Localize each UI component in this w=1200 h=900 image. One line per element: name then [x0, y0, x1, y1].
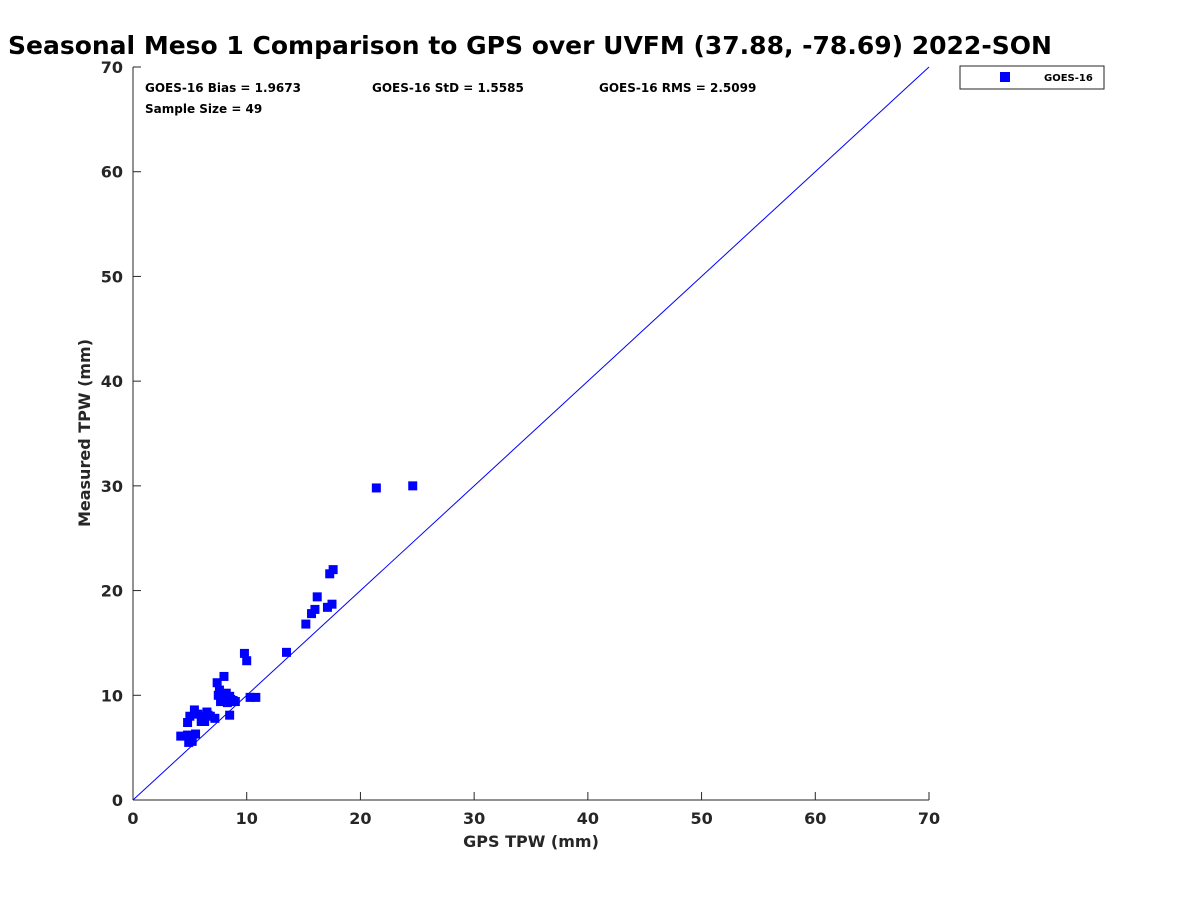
- y-tick-label: 50: [101, 267, 123, 286]
- legend: GOES-16: [959, 65, 1105, 90]
- data-point: [213, 690, 223, 700]
- data-point: [221, 688, 231, 698]
- x-tick-label: 0: [127, 809, 138, 828]
- y-tick-label: 0: [112, 791, 123, 810]
- y-tick-label: 40: [101, 372, 123, 391]
- legend-box: [959, 65, 1105, 90]
- data-point: [408, 481, 418, 491]
- y-axis-label: Measured TPW (mm): [75, 339, 94, 527]
- x-tick-label: 50: [690, 809, 712, 828]
- legend-label-goes16: GOES-16: [1044, 73, 1093, 84]
- data-point: [282, 647, 292, 657]
- data-point: [230, 697, 240, 707]
- std-stat: GOES-16 StD = 1.5585: [372, 81, 524, 95]
- data-point: [183, 718, 193, 728]
- plot-area: 0 10 20 30 40 50 60 70 0 10 20 30 40 50 60 70: [101, 58, 940, 828]
- y-tick-label: 20: [101, 582, 123, 601]
- legend-marker: [1000, 72, 1010, 82]
- sample-size-stat: Sample Size = 49: [145, 102, 262, 116]
- data-point: [226, 694, 236, 704]
- data-point: [371, 483, 381, 493]
- points-layer: [176, 481, 418, 747]
- y-tick-label: 70: [101, 58, 123, 77]
- x-tick-label: 40: [577, 809, 599, 828]
- y-tick-label: 10: [101, 686, 123, 705]
- x-axis-label: GPS TPW (mm): [463, 832, 599, 851]
- x-tick-label: 70: [918, 809, 940, 828]
- data-point: [193, 709, 203, 719]
- data-point: [245, 692, 255, 702]
- x-tick-label: 30: [463, 809, 485, 828]
- data-point: [225, 710, 235, 720]
- data-point: [301, 619, 311, 629]
- data-point: [214, 685, 224, 695]
- data-point: [219, 671, 229, 681]
- chart-title: Seasonal Meso 1 Comparison to GPS over U…: [8, 31, 1052, 60]
- data-point: [203, 710, 213, 720]
- data-point: [239, 648, 249, 658]
- data-point: [185, 711, 195, 721]
- x-tick-label: 10: [236, 809, 258, 828]
- data-point: [212, 678, 222, 688]
- data-point: [310, 604, 320, 614]
- data-point: [210, 713, 220, 723]
- bias-stat: GOES-16 Bias = 1.9673: [145, 81, 301, 95]
- y-tick-label: 30: [101, 477, 123, 496]
- data-point: [191, 729, 201, 739]
- axes-layer: 0 10 20 30 40 50 60 70 0 10 20 30 40 50 60 70: [101, 58, 940, 828]
- data-point: [322, 602, 332, 612]
- data-point: [312, 592, 322, 602]
- data-point: [200, 716, 210, 726]
- rms-stat: GOES-16 RMS = 2.5099: [599, 81, 756, 95]
- x-tick-label: 20: [349, 809, 371, 828]
- y-tick-label: 60: [101, 163, 123, 182]
- reference-line: [132, 66, 930, 801]
- data-point: [327, 599, 337, 609]
- data-point: [328, 565, 338, 575]
- data-point: [251, 692, 261, 702]
- data-point: [242, 656, 252, 666]
- x-tick-label: 60: [804, 809, 826, 828]
- data-point: [218, 693, 228, 703]
- data-point: [176, 731, 186, 741]
- reference-line-layer: [132, 66, 930, 801]
- data-point: [187, 734, 197, 744]
